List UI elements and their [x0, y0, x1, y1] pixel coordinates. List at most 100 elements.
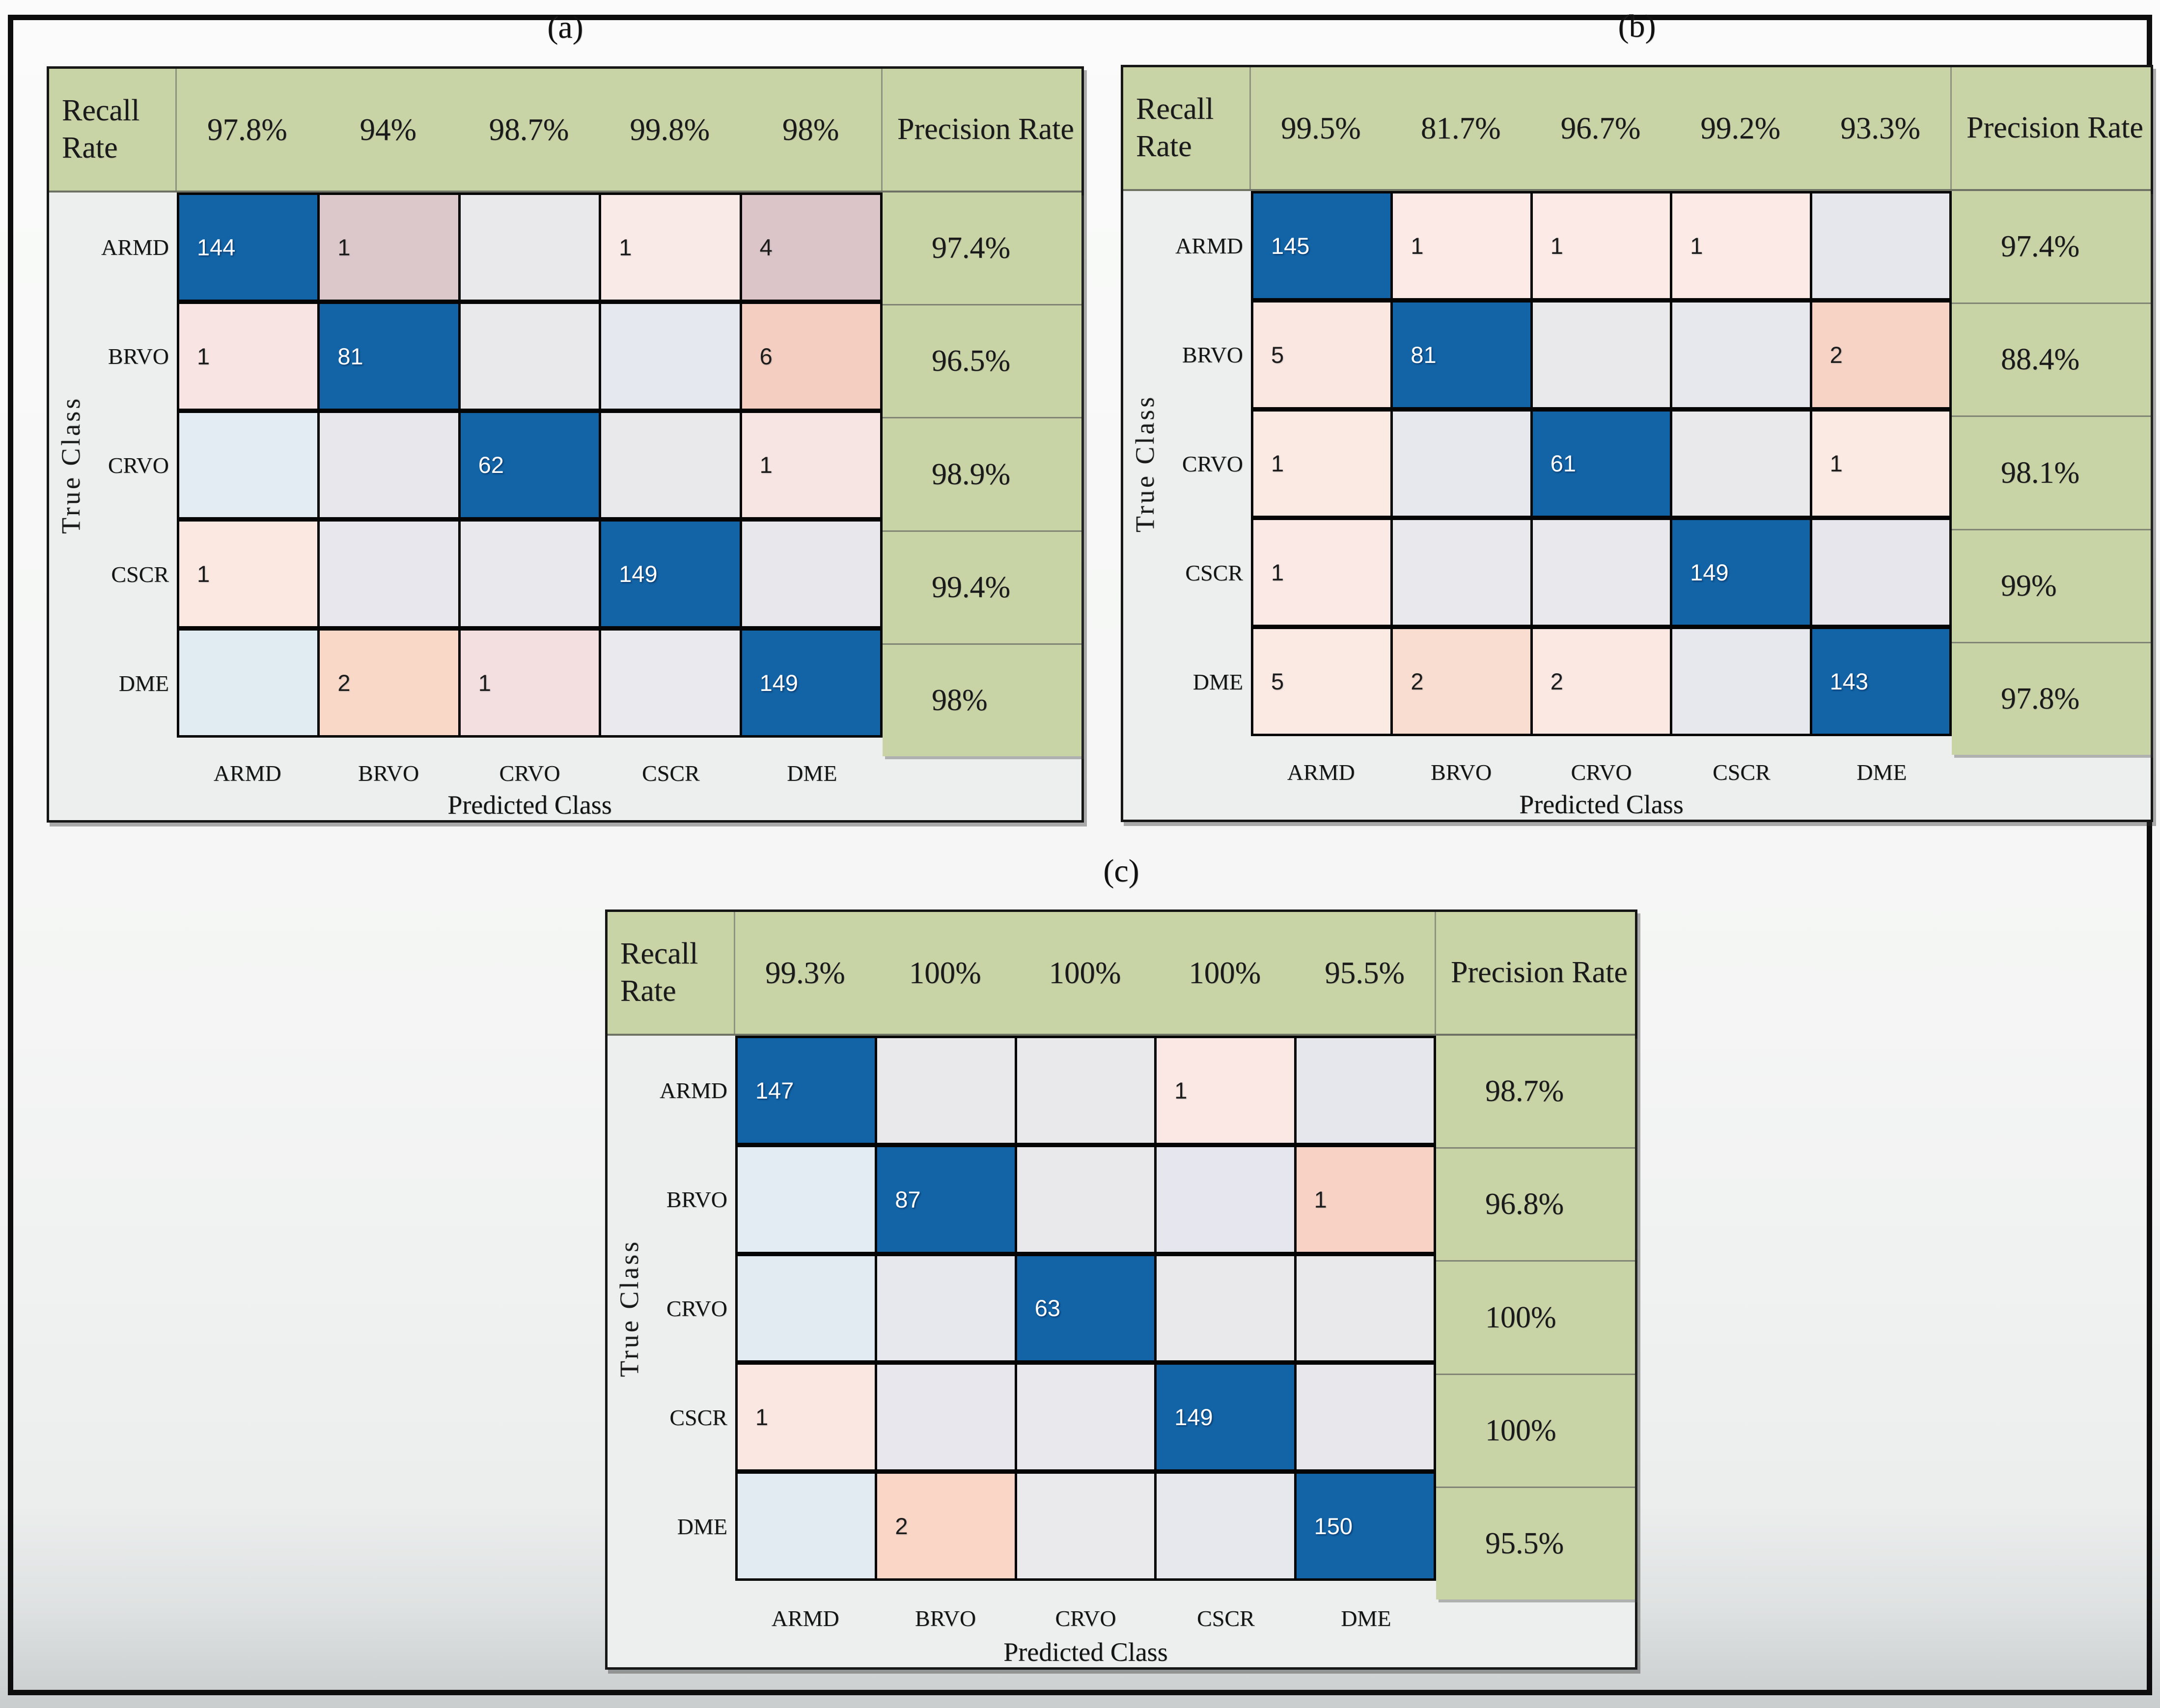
cell-CSCR-DME — [742, 522, 880, 627]
recall-value-ARMD: 97.8% — [207, 112, 287, 147]
cell-ARMD-CRVO — [1017, 1038, 1155, 1143]
cell-DME-DME: 143 — [1812, 629, 1949, 734]
cell-CSCR-CSCR: 149 — [601, 522, 740, 627]
precision-value-DME: 95.5% — [1436, 1486, 1635, 1599]
recall-header-band: Recall Rate 99.5% 81.7% 96.7% 99.2% 93.3% Prec… — [1123, 67, 2151, 191]
cell-BRVO-BRVO: 87 — [877, 1147, 1015, 1252]
row-label-BRVO: BRVO — [666, 1186, 727, 1212]
true-class-label-column: True Class ARMD BRVO CRVO CSCR DME — [49, 193, 177, 738]
recall-value-ARMD: 99.3% — [765, 955, 845, 990]
cell-CRVO-DME — [1296, 1256, 1434, 1361]
cell-BRVO-CRVO — [460, 303, 599, 409]
cell-ARMD-CSCR: 1 — [1672, 193, 1810, 298]
cell-CSCR-CRVO — [460, 522, 599, 627]
cell-DME-CSCR — [1672, 629, 1810, 734]
cell-DME-CRVO — [1017, 1474, 1155, 1578]
row-label-CSCR: CSCR — [669, 1405, 727, 1430]
recall-value-CSCR: 99.8% — [630, 112, 710, 147]
precision-value-CRVO: 98.1% — [1952, 415, 2151, 528]
cell-DME-CSCR — [601, 631, 740, 735]
row-label-ARMD: ARMD — [1175, 233, 1243, 258]
cell-ARMD-BRVO: 1 — [320, 195, 458, 300]
true-class-label-column: True Class ARMD BRVO CRVO CSCR DME — [1123, 191, 1251, 736]
cell-BRVO-DME: 2 — [1812, 302, 1949, 407]
cell-CRVO-CSCR — [1672, 411, 1810, 516]
precision-value-CRVO: 98.9% — [883, 417, 1081, 530]
col-label-BRVO: BRVO — [358, 760, 419, 786]
row-label-DME: DME — [1192, 669, 1243, 694]
cell-BRVO-CSCR — [601, 303, 740, 409]
precision-rate-title: Precision Rate — [1451, 956, 1628, 990]
recall-value-BRVO: 100% — [909, 955, 981, 990]
cell-CRVO-CSCR — [601, 413, 740, 518]
precision-value-BRVO: 96.8% — [1436, 1147, 1635, 1260]
cell-ARMD-ARMD: 145 — [1253, 193, 1391, 298]
cell-BRVO-CRVO — [1017, 1147, 1155, 1252]
panel-label-a: (a) — [547, 9, 583, 45]
col-label-ARMD: ARMD — [213, 760, 281, 786]
recall-value-BRVO: 94% — [360, 112, 416, 147]
panel-label-c: (c) — [1103, 853, 1139, 889]
cell-BRVO-ARMD — [738, 1147, 875, 1252]
cell-BRVO-ARMD: 5 — [1253, 302, 1391, 407]
precision-values-column: 97.4% 96.5% 98.9% 99.4% 98% — [883, 193, 1081, 756]
precision-rate-title: Precision Rate — [897, 112, 1074, 146]
cell-ARMD-ARMD: 144 — [179, 195, 318, 300]
cell-CSCR-ARMD: 1 — [738, 1365, 875, 1470]
precision-value-CRVO: 100% — [1436, 1260, 1635, 1373]
cell-DME-CRVO: 1 — [460, 631, 599, 735]
row-label-DME: DME — [677, 1514, 727, 1539]
cell-DME-CSCR — [1157, 1474, 1294, 1578]
recall-header-band: Recall Rate 97.8% 94% 98.7% 99.8% 98% Precisio… — [49, 69, 1081, 193]
row-labels: ARMD BRVO CRVO CSCR DME — [1123, 191, 1251, 736]
recall-value-DME: 93.3% — [1840, 110, 1920, 145]
row-label-CSCR: CSCR — [111, 561, 169, 587]
cell-DME-BRVO: 2 — [320, 631, 458, 735]
matrix-body: True Class ARMD BRVO CRVO CSCR DME 147 1 87 1 63 1 1… — [608, 1036, 1635, 1599]
col-label-CRVO: CRVO — [499, 760, 560, 786]
recall-value-CRVO: 100% — [1049, 955, 1121, 990]
recall-value-CRVO: 98.7% — [489, 112, 569, 147]
predicted-class-axis-title: Predicted Class — [1003, 1637, 1168, 1667]
col-label-CSCR: CSCR — [1197, 1605, 1255, 1631]
precision-rate-title: Precision Rate — [1966, 111, 2143, 145]
confusion-matrix-panel-a: Recall Rate 97.8% 94% 98.7% 99.8% 98% Precisio… — [47, 66, 1084, 823]
col-label-DME: DME — [1856, 759, 1907, 785]
row-label-DME: DME — [118, 670, 169, 696]
cell-CSCR-DME — [1296, 1365, 1434, 1470]
cell-ARMD-CRVO: 1 — [1532, 193, 1670, 298]
col-label-CRVO: CRVO — [1571, 759, 1632, 785]
cell-BRVO-DME: 1 — [1296, 1147, 1434, 1252]
cell-BRVO-ARMD: 1 — [179, 303, 318, 409]
predicted-class-labels: ARMD BRVO CRVO CSCR DME — [1251, 755, 1952, 789]
cell-CRVO-ARMD — [738, 1256, 875, 1361]
confusion-matrix-panel-b: Recall Rate 99.5% 81.7% 96.7% 99.2% 93.3% Prec… — [1121, 65, 2153, 822]
precision-value-CSCR: 100% — [1436, 1373, 1635, 1487]
cell-CSCR-DME — [1812, 520, 1949, 625]
cell-BRVO-BRVO: 81 — [320, 303, 458, 409]
cell-DME-DME: 150 — [1296, 1474, 1434, 1578]
cell-CSCR-CSCR: 149 — [1672, 520, 1810, 625]
cell-BRVO-CRVO — [1532, 302, 1670, 407]
row-label-CRVO: CRVO — [1182, 451, 1243, 476]
precision-value-BRVO: 88.4% — [1952, 303, 2151, 415]
recall-values-row: 99.3% 100% 100% 100% 95.5% — [735, 912, 1436, 1034]
cell-ARMD-CSCR: 1 — [601, 195, 740, 300]
cell-CRVO-BRVO — [877, 1256, 1015, 1361]
cell-ARMD-BRVO: 1 — [1393, 193, 1530, 298]
col-label-DME: DME — [1341, 1605, 1391, 1631]
col-label-BRVO: BRVO — [1431, 759, 1492, 785]
row-label-CRVO: CRVO — [666, 1295, 727, 1321]
predicted-class-labels: ARMD BRVO CRVO CSCR DME — [177, 756, 883, 790]
cell-BRVO-BRVO: 81 — [1393, 302, 1530, 407]
confusion-matrix-grid: 145 1 1 1 5 81 2 1 61 1 1 149 5 2 2 143 — [1251, 191, 1952, 736]
cell-CSCR-ARMD: 1 — [1253, 520, 1391, 625]
cell-BRVO-CSCR — [1157, 1147, 1294, 1252]
recall-value-ARMD: 99.5% — [1281, 110, 1361, 145]
col-label-CSCR: CSCR — [1713, 759, 1771, 785]
recall-rate-title: Recall Rate — [608, 912, 735, 1034]
cell-ARMD-DME — [1296, 1038, 1434, 1143]
confusion-matrix-grid: 144 1 1 4 1 81 6 62 1 1 149 2 1 149 — [177, 193, 883, 738]
confusion-matrix-grid: 147 1 87 1 63 1 149 2 150 — [735, 1036, 1436, 1581]
recall-value-CRVO: 96.7% — [1560, 110, 1641, 145]
